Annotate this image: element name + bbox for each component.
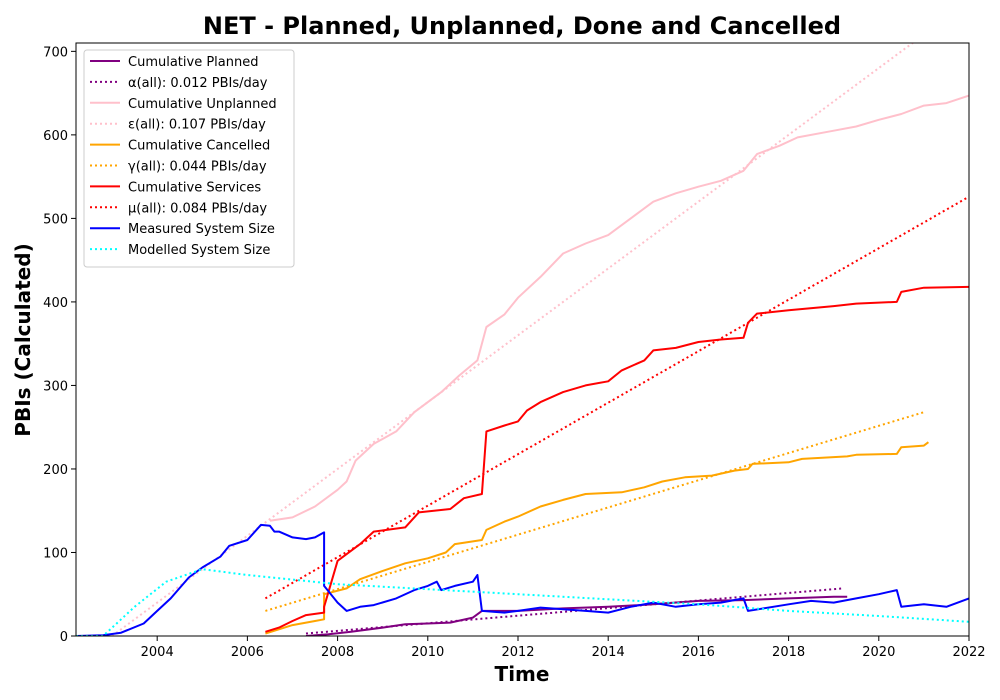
- legend-label-5: γ(all): 0.044 PBIs/day: [128, 160, 267, 175]
- legend-box: [83, 49, 295, 268]
- legend: Cumulative Planned α(all): 0.012 PBIs/day…: [83, 49, 295, 268]
- series-line-2: [269, 94, 969, 522]
- y-tick-label: 200: [43, 463, 68, 478]
- legend-label-9: Modelled System Size: [128, 243, 270, 258]
- y-tick-label: 600: [43, 129, 68, 144]
- legend-label-7: μ(all): 0.084 PBIs/day: [128, 201, 267, 216]
- legend-label-0: Cumulative Planned: [128, 55, 258, 70]
- legend-label-3: ε(all): 0.107 PBIs/day: [128, 118, 266, 133]
- y-axis-label: PBIs (Calculated): [11, 243, 35, 436]
- series-line-8: [76, 523, 969, 636]
- legend-label-6: Cumulative Services: [128, 180, 261, 195]
- x-tick-label: 2010: [411, 645, 444, 660]
- series-line-3: [111, 43, 915, 636]
- x-tick-label: 2016: [682, 645, 715, 660]
- series-line-6: [265, 285, 969, 633]
- x-tick-label: 2022: [952, 645, 985, 660]
- series-group: [76, 43, 969, 636]
- plot-area: 2004 2006 2008 2010 2012 2014 2016 2018 2020 2022…: [43, 42, 986, 660]
- y-tick-label: 300: [43, 379, 68, 394]
- y-tick-label: 500: [43, 212, 68, 227]
- x-tick-label: 2004: [141, 645, 174, 660]
- series-line-0: [305, 595, 848, 636]
- legend-label-2: Cumulative Unplanned: [128, 97, 277, 112]
- x-tick-label: 2020: [862, 645, 895, 660]
- y-tick-label: 0: [60, 630, 68, 645]
- plot-frame: [75, 42, 970, 637]
- x-tick-label: 2014: [592, 645, 625, 660]
- legend-label-8: Measured System Size: [128, 222, 275, 237]
- x-tick-label: 2008: [321, 645, 354, 660]
- y-tick-label: 700: [43, 45, 68, 60]
- series-line-4: [265, 441, 930, 635]
- legend-label-4: Cumulative Cancelled: [128, 139, 270, 154]
- series-line-9: [76, 568, 969, 636]
- x-axis-label: Time: [495, 662, 550, 686]
- y-tick-label: 100: [43, 546, 68, 561]
- y-tick-label: 400: [43, 296, 68, 311]
- legend-label-1: α(all): 0.012 PBIs/day: [128, 76, 268, 91]
- x-tick-label: 2018: [772, 645, 805, 660]
- series-line-7: [264, 195, 969, 600]
- x-tick-label: 2012: [501, 645, 534, 660]
- chart-title: NET - Planned, Unplanned, Done and Cance…: [203, 12, 841, 40]
- x-tick-label: 2006: [231, 645, 264, 660]
- series-line-5: [265, 411, 925, 612]
